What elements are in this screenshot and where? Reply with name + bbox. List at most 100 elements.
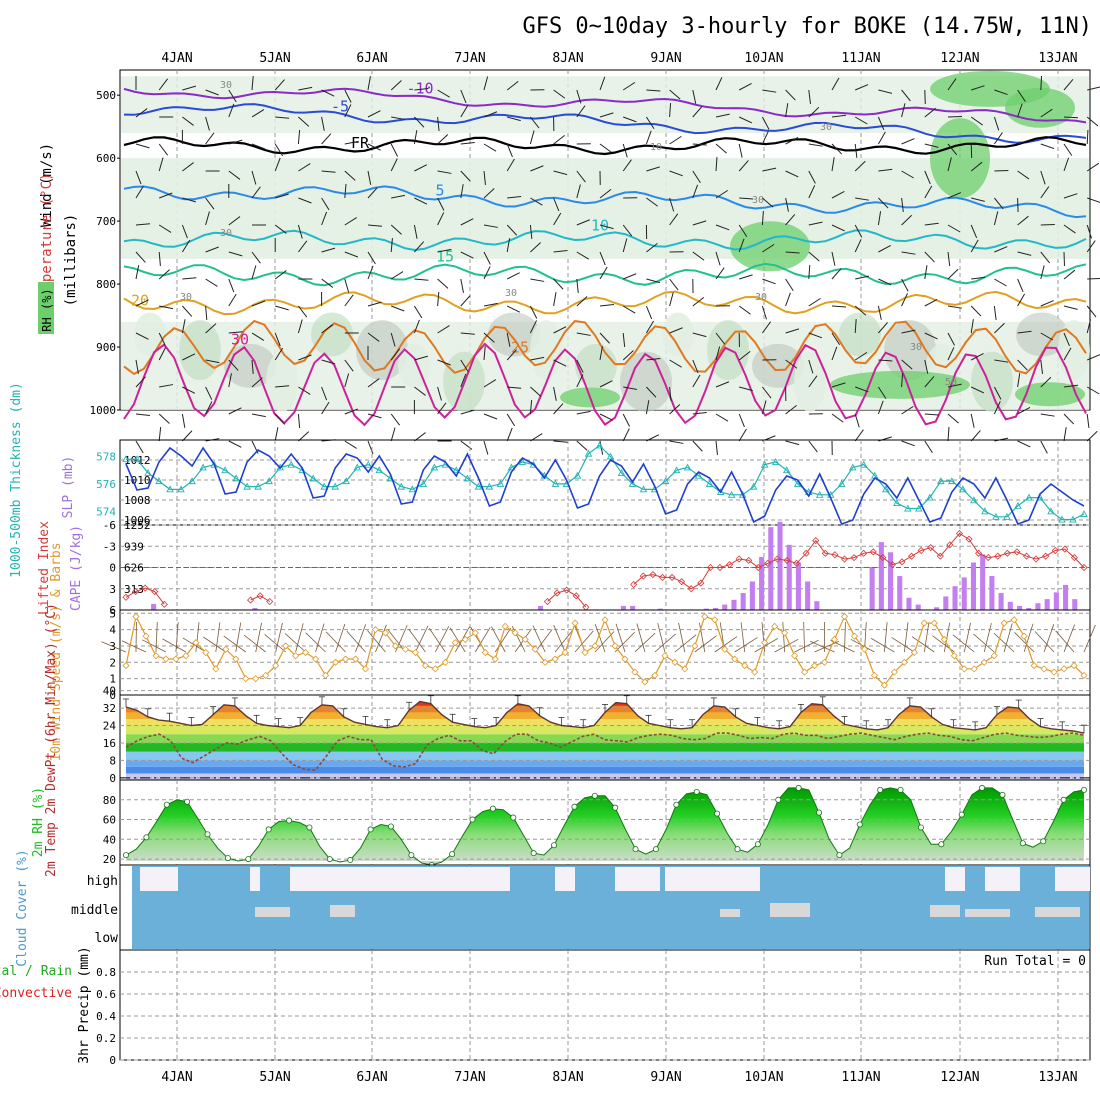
wind-barb	[182, 116, 194, 126]
wind-speed-point	[501, 622, 509, 630]
wind-speed-point	[202, 648, 210, 657]
day-label-bottom: 11JAN	[841, 1070, 880, 1085]
wind-barb	[646, 358, 661, 361]
axis-label: 3hr Precip (mm)	[77, 946, 92, 1063]
rh-point	[367, 826, 374, 833]
wind-barb	[971, 85, 985, 91]
wind-barb	[993, 116, 1000, 131]
thickness-point	[959, 485, 967, 493]
cloud-high-clear	[945, 867, 965, 891]
thickness-point	[749, 482, 758, 490]
wind-barb	[460, 359, 469, 373]
wind-barb	[228, 293, 237, 307]
thickness-point	[661, 477, 670, 485]
wind-barb-10m	[774, 638, 799, 653]
wind-barb	[251, 377, 263, 388]
wind-speed-point	[232, 655, 240, 663]
tick-label: -3	[103, 540, 116, 553]
thickness-point	[1058, 515, 1066, 523]
wind-speed-point	[1020, 632, 1028, 640]
thickness-point	[232, 474, 240, 482]
lifted-index-point	[946, 541, 954, 549]
rh-point	[897, 786, 904, 793]
axis-label: 2m RH (%)	[31, 787, 46, 857]
wind-barb	[970, 161, 983, 172]
wind-barb	[785, 197, 789, 212]
wind-barb	[970, 239, 979, 253]
thickness-point	[485, 482, 494, 490]
thickness-line	[126, 444, 1085, 521]
wind-speed-point	[441, 658, 449, 666]
wind-barb	[715, 224, 730, 231]
wind-barb	[274, 224, 287, 234]
wind-barb-10m	[594, 624, 606, 653]
wind-barb-10m	[574, 630, 594, 653]
wind-barb	[228, 103, 235, 118]
isotherm-line	[123, 185, 1087, 219]
rh-point	[734, 846, 741, 853]
wind-barb	[646, 166, 660, 172]
wind-barb	[530, 165, 544, 172]
wind-barb	[1087, 86, 1100, 91]
wind-barb	[669, 440, 684, 444]
wind-barb	[460, 104, 469, 118]
wind-barb	[970, 352, 984, 361]
cape-bar	[759, 557, 765, 610]
wind-barb	[1040, 251, 1050, 264]
wind-barb	[437, 134, 449, 145]
cloud-axis-labels: Cloud Cover (%)	[15, 849, 30, 966]
lifted-index-point	[821, 549, 829, 557]
rh-point	[224, 855, 231, 862]
wind-barb	[135, 440, 144, 454]
wind-speed-point	[491, 655, 499, 663]
rh-contour-label: 30	[220, 228, 232, 239]
wind-barb-10m	[654, 633, 676, 653]
wind-barb	[993, 386, 1002, 400]
rh-point	[958, 811, 965, 818]
wind-barb	[529, 320, 537, 334]
thickness-point	[606, 452, 615, 460]
temp-axis-labels: 2m Temp 2m DewPt (6hr Min/Max) (°C)	[44, 603, 59, 877]
rh-point	[999, 791, 1006, 798]
wind-barb	[808, 170, 816, 184]
wind-barb	[460, 332, 475, 335]
wind-speed-point	[1060, 665, 1068, 673]
wind-barb	[715, 189, 729, 199]
axis-label: Lifted Index	[37, 521, 52, 615]
rh-high-patch	[730, 221, 810, 272]
wind-barb	[529, 130, 535, 145]
cape-bar	[934, 607, 940, 610]
wind-barb	[506, 158, 515, 172]
wind-barb	[414, 278, 429, 281]
wind-barb	[576, 170, 586, 183]
wind-barb	[994, 246, 1008, 253]
wind-barb	[135, 185, 144, 199]
wind-speed-point	[1000, 619, 1008, 627]
wind-barb	[970, 224, 978, 239]
lifted-index-cape-panel: -6 -3 0 3 6 313 626 939 1252 Lifted Index CAPE (J/…	[37, 519, 1091, 617]
tick-label: 16	[103, 737, 116, 750]
wind-barb	[414, 88, 429, 91]
thickness-point	[397, 482, 406, 490]
wind-barb	[390, 427, 396, 442]
cape-bar	[537, 605, 544, 610]
wind-barb	[321, 247, 336, 253]
wind-barb	[739, 274, 753, 280]
wind-barb	[576, 105, 586, 118]
rh-contour-label: 30	[755, 292, 767, 303]
wind-barb	[854, 413, 860, 428]
wind-speed-point	[711, 616, 719, 624]
wind-barb-10m	[325, 631, 346, 653]
axis-label: CAPE (J/kg)	[69, 525, 84, 611]
wind-speed-point	[990, 652, 998, 660]
wind-barb	[738, 350, 751, 361]
wind-barb	[1040, 376, 1052, 388]
wind-speed-point	[292, 652, 300, 660]
lifted-index-point	[975, 549, 983, 557]
wind-barb	[135, 108, 148, 118]
wind-barb	[1063, 427, 1067, 442]
thickness-point	[937, 477, 945, 485]
wind-barb	[877, 386, 887, 400]
cape-bar	[151, 603, 157, 610]
